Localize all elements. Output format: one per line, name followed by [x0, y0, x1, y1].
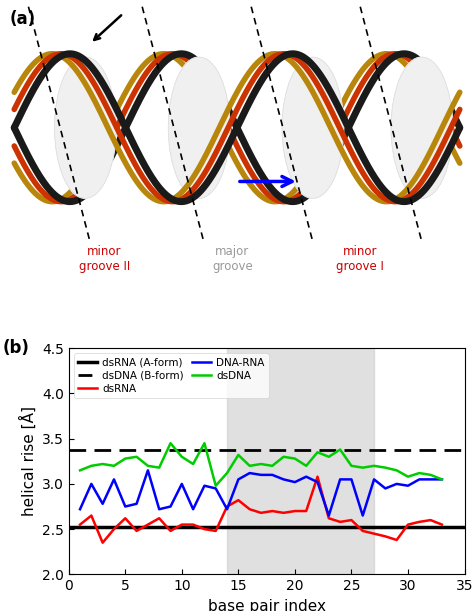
Ellipse shape [282, 57, 344, 198]
Text: major
groove: major groove [212, 245, 253, 273]
Ellipse shape [391, 57, 453, 198]
Ellipse shape [55, 57, 116, 198]
Ellipse shape [168, 57, 230, 198]
Ellipse shape [391, 57, 453, 198]
Ellipse shape [55, 57, 116, 198]
Y-axis label: helical rise [Å]: helical rise [Å] [19, 406, 36, 516]
Ellipse shape [282, 57, 344, 198]
Ellipse shape [282, 57, 344, 198]
X-axis label: base pair index: base pair index [208, 599, 326, 611]
Legend: dsRNA (A-form), dsDNA (B-form), dsRNA, DNA-RNA, dsDNA: dsRNA (A-form), dsDNA (B-form), dsRNA, D… [74, 354, 269, 398]
Text: (b): (b) [2, 339, 29, 357]
Text: minor
groove I: minor groove I [336, 245, 384, 273]
Text: (a): (a) [9, 10, 36, 28]
Ellipse shape [391, 57, 453, 198]
Ellipse shape [55, 57, 116, 198]
Ellipse shape [168, 57, 230, 198]
Ellipse shape [168, 57, 230, 198]
Bar [227, 348, 374, 574]
Text: minor
groove II: minor groove II [79, 245, 130, 273]
